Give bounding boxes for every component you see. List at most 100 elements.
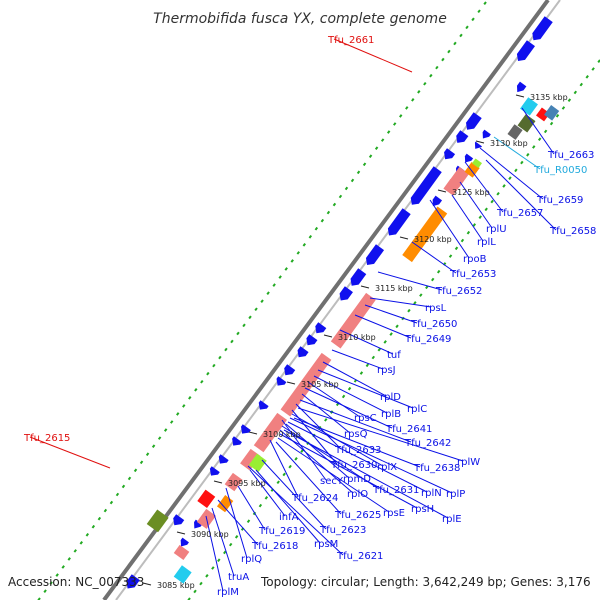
leader-rplU [459, 181, 493, 229]
cds-forward-3 [456, 130, 469, 143]
gc-dot-outer [411, 98, 415, 102]
leader-rpsM [255, 469, 321, 544]
gc-dot-inner [591, 67, 595, 71]
gene-label-Tfu_2633: Tfu_2633 [334, 445, 381, 456]
gc-dot-inner [324, 418, 328, 422]
gene-label-rpsJ: rpsJ [377, 365, 396, 376]
backbone-outer [102, 0, 550, 600]
gc-dot-outer [230, 339, 234, 344]
olive-top [517, 114, 536, 133]
gene-label-rplX: rplX [377, 462, 397, 473]
leader-Tfu_2657 [464, 161, 504, 213]
gene-label-rplW: rplW [457, 457, 480, 468]
gc-dot-outer [441, 57, 445, 62]
gc-dot-outer [477, 9, 481, 14]
cds-forward-0 [532, 16, 553, 41]
rrna-5-shape [240, 448, 261, 471]
leader-tuf [339, 329, 394, 355]
cds-reverse-1-shape [482, 129, 491, 139]
gc-dot-outer [67, 557, 71, 561]
gc-dot-inner [460, 238, 465, 243]
kbp-tick-mark-8 [213, 480, 223, 484]
cds-forward-11 [306, 334, 318, 346]
gene-label-rplM: rplM [217, 587, 239, 598]
gene-label-rpsL: rpsL [425, 303, 447, 314]
gc-dot-outer [182, 404, 186, 408]
gc-dot-outer [91, 524, 96, 529]
gc-dot-inner [502, 184, 506, 188]
gc-dot-inner [532, 145, 536, 149]
cds-forward-16-shape [240, 424, 251, 434]
leader-rplP [289, 417, 453, 494]
steel-top [544, 105, 560, 121]
gc-dot-outer [344, 186, 349, 191]
leader-rplW [297, 407, 464, 462]
gc-dot-outer [350, 178, 355, 183]
kbp-tick-mark-2 [437, 189, 447, 193]
lime-block-shape [248, 453, 267, 473]
gc-dot-inner [359, 371, 364, 375]
kbp-tick-mark-9 [176, 531, 186, 535]
gc-dot-inner [573, 90, 578, 95]
steel-top-shape [544, 105, 560, 121]
cds-forward-18-shape [218, 454, 229, 464]
gene-label-rpsE: rpsE [383, 508, 405, 519]
cds-forward-14-shape [276, 376, 287, 386]
leader-rplL [451, 194, 484, 242]
rrna-4-shape [253, 412, 288, 453]
kbp-ticks: 3135 kbp 3130 kbp 3125 kbp 3120 kbp 3115 kbp… [142, 93, 568, 590]
rrna-1-shape [443, 178, 461, 196]
orange-rpob [402, 206, 448, 263]
gc-dot-outer [212, 363, 216, 368]
gc-dot-outer [368, 154, 373, 159]
gc-dot-inner [490, 199, 494, 204]
gc-dot-outer [127, 476, 132, 481]
leader-infA [249, 469, 286, 517]
rrna-2-shape [330, 292, 376, 349]
rrna-3-shape [280, 352, 332, 417]
gc-dot-inner [561, 106, 566, 110]
gc-dot-inner [347, 386, 352, 391]
gc-dot-outer [97, 516, 102, 521]
olive-bottom-shape [146, 509, 169, 533]
gc-dot-outer [242, 323, 246, 328]
gc-skew-track [37, 1, 600, 600]
gc-dot-outer [453, 41, 457, 46]
gc-dot-outer [163, 428, 168, 432]
gene-label-Tfu_2623: Tfu_2623 [319, 525, 366, 536]
gene-label-rplQ: rplQ [241, 554, 262, 565]
gc-dot-inner [567, 98, 572, 102]
gc-dot-outer [194, 387, 198, 392]
gc-dot-inner [282, 472, 286, 477]
kbp-tick-label-1: 3130 kbp [490, 139, 528, 148]
gc-dot-outer [296, 251, 300, 255]
gene-label-rpsH: rpsH [411, 504, 434, 515]
leader-rpoB [429, 199, 470, 259]
olive-top-shape [517, 114, 536, 133]
gene-label-Tfu_2619: Tfu_2619 [258, 526, 305, 537]
rrna-3 [280, 352, 332, 417]
gene-label-rplO: rplO [347, 489, 368, 500]
gc-dot-inner [431, 277, 435, 282]
label-leaders [29, 38, 557, 592]
gene-label-Tfu_R0050: Tfu_R0050 [533, 165, 587, 176]
cds-forward-2 [465, 112, 482, 130]
cds-forward-8-shape [350, 268, 367, 286]
gc-dot-inner [555, 113, 560, 118]
gene-label-Tfu_2663: Tfu_2663 [547, 150, 594, 161]
gc-dot-inner [371, 355, 376, 360]
gc-dot-outer [429, 73, 433, 78]
gene-label-Tfu_2652: Tfu_2652 [435, 286, 482, 297]
gc-dot-inner [508, 176, 512, 180]
gc-dot-outer [302, 243, 306, 247]
leader-Tfu_2625 [275, 441, 342, 515]
gc-dot-outer [248, 315, 252, 320]
gc-dot-outer [471, 17, 475, 22]
gc-dot-outer [374, 146, 379, 150]
gc-dot-outer [103, 508, 108, 513]
gc-dot-outer [55, 573, 59, 577]
gc-dot-inner [193, 589, 197, 594]
leader-Tfu_2633 [295, 403, 342, 450]
cds-forward-1-shape [516, 40, 536, 61]
lime-block [248, 453, 267, 473]
